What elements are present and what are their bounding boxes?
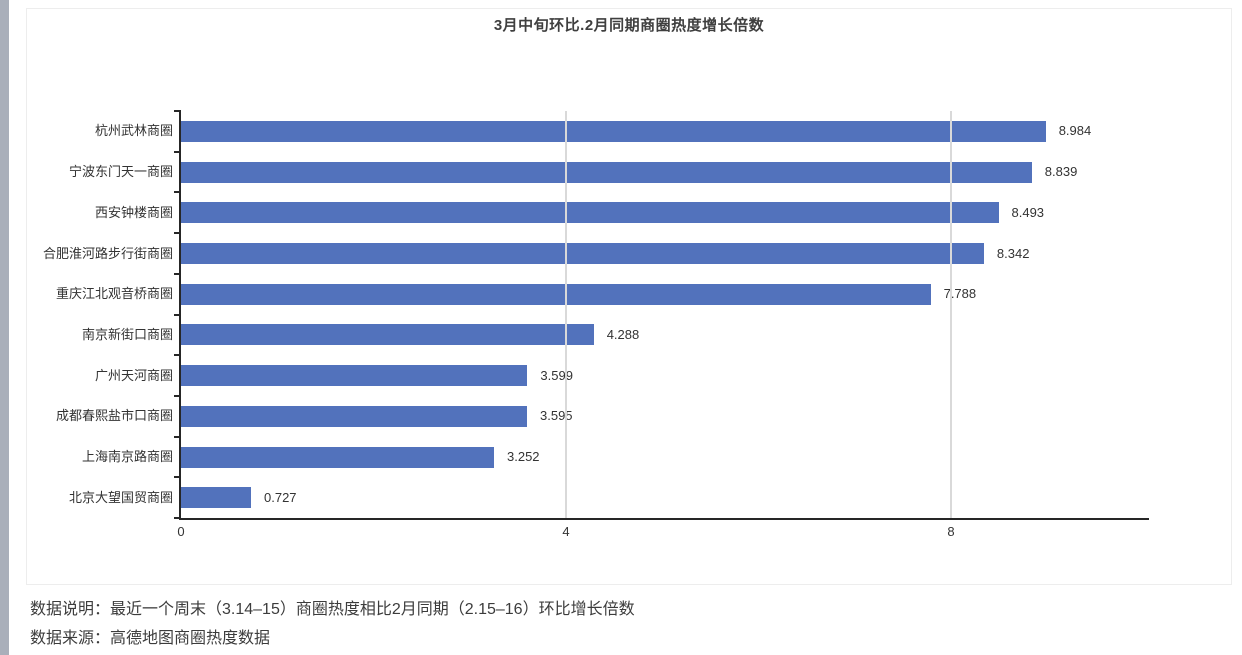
- y-tick-0: [174, 110, 180, 112]
- category-label-8: 上海南京路商圈: [81, 449, 173, 464]
- category-label-7: 成都春熙盐市口商圈: [55, 408, 173, 424]
- value-label-5: 4.288: [606, 326, 640, 342]
- category-label-5: 南京新街口商圈: [81, 326, 173, 342]
- bar-2: [181, 202, 999, 224]
- y-tick-4: [174, 272, 180, 275]
- note-data-source: 数据来源：高德地图商圈热度数据: [30, 630, 271, 647]
- bar-3: [181, 243, 984, 264]
- gridline-x8: [950, 111, 952, 518]
- x-tick-label-0: 0: [177, 524, 185, 539]
- chart-panel: 3月中旬环比.2月同期商圈热度增长倍数 杭州武林商圈 8.984 宁波东门天一商圈 8…: [26, 8, 1232, 585]
- category-label-9: 北京大望国贸商圈: [68, 489, 173, 505]
- x-axis-line: [179, 518, 1149, 520]
- note-data-description: 数据说明：最近一个周末（3.14–15）商圈热度相比2月同期（2.15–16）环…: [30, 601, 635, 618]
- x-tick-label-4: 4: [562, 524, 570, 539]
- y-tick-5: [174, 313, 180, 316]
- y-axis-line: [179, 110, 181, 520]
- value-label-6: 3.599: [540, 367, 573, 383]
- bar-9: [181, 487, 251, 509]
- y-tick-2: [174, 191, 180, 194]
- value-label-9: 0.727: [264, 489, 297, 505]
- chart-footnotes: 数据说明：最近一个周末（3.14–15）商圈热度相比2月同期（2.15–16）环…: [30, 595, 635, 653]
- bar-6: [181, 365, 528, 387]
- category-label-3: 合肥淮河路步行街商圈: [42, 245, 173, 261]
- value-label-3: 8.342: [996, 245, 1030, 261]
- bar-5: [181, 324, 594, 346]
- y-tick-8: [174, 435, 180, 438]
- y-tick-9: [174, 476, 180, 479]
- y-tick-3: [174, 232, 180, 235]
- bar-chart-plot-area: 杭州武林商圈 8.984 宁波东门天一商圈 8.839 西安钟楼商圈 8.493 合肥淮河路…: [27, 9, 1231, 584]
- window-edge-strip: [0, 0, 9, 655]
- y-tick-6: [174, 354, 180, 357]
- bar-0: [181, 120, 1046, 142]
- y-tick-1: [174, 150, 180, 153]
- value-label-7: 3.595: [540, 408, 573, 424]
- y-tick-10: [174, 517, 180, 519]
- category-label-0: 杭州武林商圈: [94, 123, 173, 139]
- chart-title: 3月中旬环比.2月同期商圈热度增长倍数: [493, 17, 765, 34]
- category-label-1: 宁波东门天一商圈: [68, 164, 173, 180]
- value-label-2: 8.493: [1011, 204, 1045, 220]
- y-tick-7: [174, 394, 180, 397]
- bar-8: [181, 446, 494, 468]
- value-label-4: 7.788: [943, 286, 977, 302]
- value-label-0: 8.984: [1058, 123, 1092, 139]
- value-label-8: 3.252: [507, 449, 540, 464]
- value-label-1: 8.839: [1044, 164, 1078, 180]
- bar-4: [181, 283, 931, 305]
- bar-7: [181, 405, 527, 427]
- bar-1: [181, 161, 1032, 183]
- x-tick-label-8: 8: [947, 524, 955, 539]
- category-label-6: 广州天河商圈: [94, 367, 173, 383]
- gridline-x4: [565, 111, 567, 518]
- category-label-2: 西安钟楼商圈: [94, 204, 173, 220]
- category-label-4: 重庆江北观音桥商圈: [55, 286, 173, 302]
